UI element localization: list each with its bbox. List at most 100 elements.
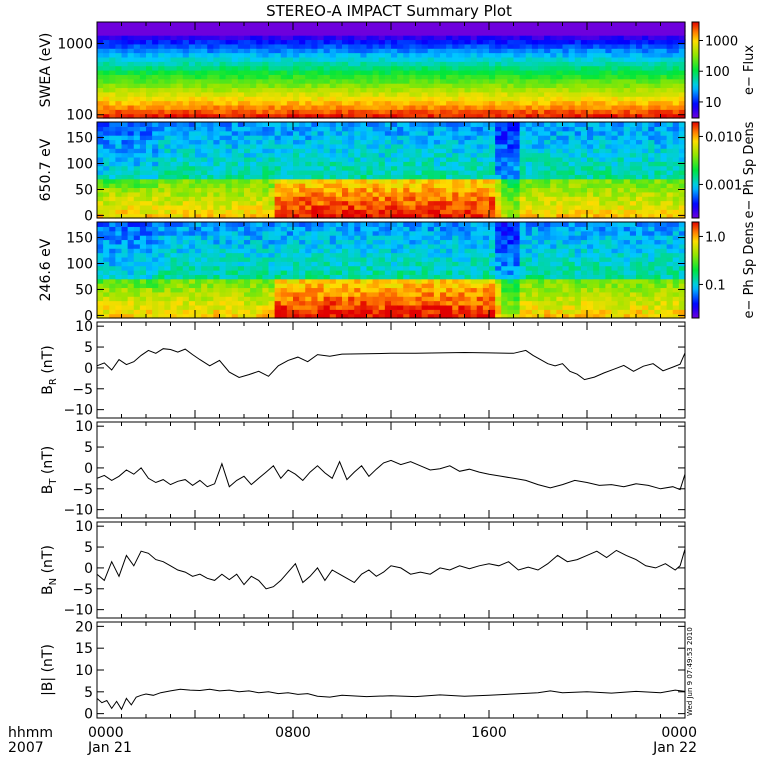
spectrogram-cell [433,130,441,136]
spectrogram-cell [170,239,178,245]
spectrogram-cell [678,178,686,184]
spectrogram-cell [531,43,539,49]
spectrogram-cell [195,87,202,93]
spectrogram-cell [476,161,484,167]
spectrogram-cell [152,291,159,297]
spectrogram-cell [139,265,147,271]
spectrogram-cell [464,52,472,58]
spectrogram-cell [293,104,300,110]
spectrogram-cell [305,52,312,58]
spectrogram-cell [550,178,557,184]
spectrogram-cell [237,270,245,275]
spectrogram-cell [464,148,472,154]
spectrogram-cell [127,183,135,189]
spectrogram-cell [299,156,306,162]
spectrogram-cell [360,26,368,32]
spectrogram-cell [440,26,447,32]
spectrogram-cell [360,74,368,80]
spectrogram-cell [391,135,398,141]
spectrogram-cell [544,43,551,49]
spectrogram-cell [354,191,361,197]
spectrogram-cell [146,183,153,189]
spectrogram-cell [103,204,110,210]
spectrogram-cell [139,22,147,27]
spectrogram-cell [360,170,368,175]
spectrogram-cell [464,191,472,197]
spectrogram-cell [446,113,453,119]
spectrogram-cell [182,239,190,245]
spectrogram-cell [476,143,484,149]
spectrogram-cell [109,235,116,241]
spectrogram-cell [109,196,116,202]
spectrogram-cell [115,235,123,241]
spectrogram-cell [623,83,631,89]
spectrogram-cell [495,174,502,180]
spectrogram-cell [372,196,380,202]
spectrogram-cell [109,43,116,49]
spectrogram-cell [507,52,515,58]
spectrogram-cell [648,100,655,106]
spectrogram-cell [427,191,435,197]
spectrogram-cell [568,209,576,215]
spectrogram-cell [121,283,129,289]
spectrogram-cell [672,170,680,175]
spectrogram-cell [244,96,251,102]
spectrogram-cell [170,52,178,58]
spectrogram-cell [133,174,141,180]
spectrogram-cell [268,296,276,302]
spectrogram-cell [225,156,233,162]
spectrogram-cell [391,174,398,180]
spectrogram-cell [121,122,129,127]
spectrogram-cell [139,291,147,297]
spectrogram-cell [311,200,319,206]
spectrogram-cell [433,213,441,219]
spectrogram-cell [556,109,564,115]
spectrogram-cell [636,39,643,45]
spectrogram-cell [654,39,662,45]
spectrogram-cell [323,174,331,180]
spectrogram-cell [201,274,208,280]
spectrogram-cell [489,204,496,210]
spectrogram-cell [97,204,104,210]
spectrogram-cell [256,26,263,32]
spectrogram-cell [654,174,662,180]
spectrogram-cell [611,78,619,84]
spectrogram-cell [207,239,214,245]
spectrogram-cell [587,74,594,80]
spectrogram-cell [440,91,447,97]
spectrogram-cell [103,261,110,267]
spectrogram-cell [433,96,441,102]
spectrogram-cell [103,265,110,271]
spectrogram-cell [195,313,202,319]
spectrogram-cell [152,83,159,89]
spectrogram-cell [231,300,239,306]
spectrogram-cell [317,122,325,127]
spectrogram-cell [593,35,600,41]
spectrogram-cell [501,61,508,67]
spectrogram-cell [458,52,466,58]
spectrogram-cell [672,161,680,167]
spectrogram-cell [666,126,674,132]
spectrogram-cell [286,178,294,184]
spectrogram-cell [280,56,288,62]
spectrogram-cell [311,56,319,62]
spectrogram-cell [274,287,282,293]
spectrogram-cell [121,239,129,245]
spectrogram-cell [654,91,662,97]
spectrogram-cell [274,304,282,310]
spectrogram-cell [158,265,165,271]
spectrogram-cell [421,148,429,154]
spectrogram-cell [152,100,159,106]
spectrogram-cell [562,70,570,75]
spectrogram-cell [464,104,472,110]
spectrogram-cell [556,35,564,41]
spectrogram-cell [623,87,631,93]
spectrogram-cell [280,109,288,115]
spectrogram-cell [348,109,355,115]
spectrogram-cell [115,135,123,141]
spectrogram-cell [182,135,190,141]
spectrogram-cell [237,239,245,245]
spectrogram-cell [286,152,294,158]
spectrogram-cell [268,74,276,80]
